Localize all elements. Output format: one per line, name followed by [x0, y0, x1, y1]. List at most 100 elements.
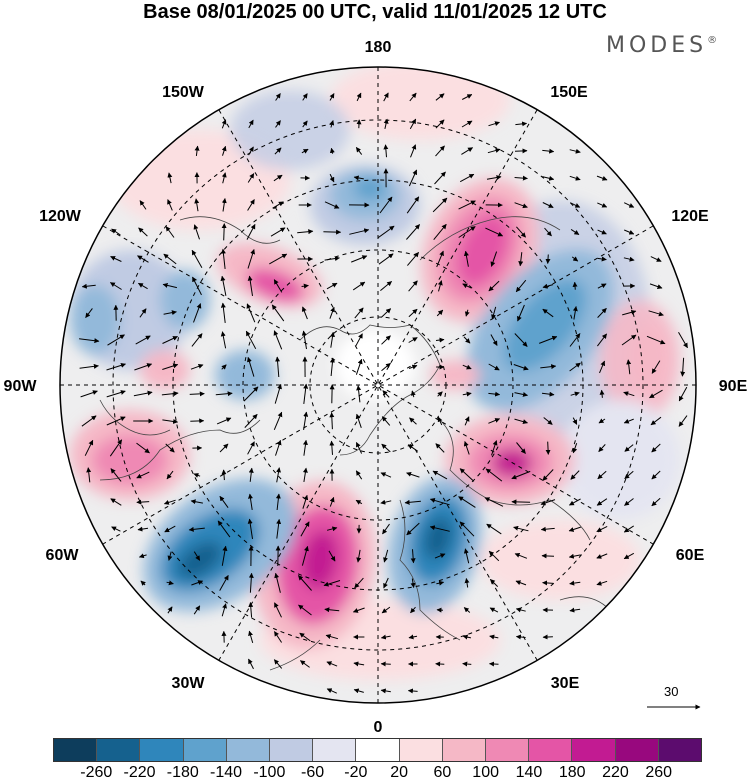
wind-vector — [462, 661, 472, 667]
wind-vector — [354, 577, 364, 589]
wind-vector — [598, 444, 606, 452]
wind-vector — [273, 174, 283, 182]
wind-vector — [380, 499, 392, 505]
wind-vector — [138, 227, 148, 237]
wind-vector — [678, 415, 688, 427]
wind-vector — [408, 364, 418, 370]
wind-vector — [543, 417, 553, 425]
wind-vector — [221, 145, 227, 156]
wind-vector — [380, 472, 392, 478]
wind-vector — [301, 306, 308, 320]
lon-label-30w: 30W — [172, 675, 206, 692]
wind-vector — [137, 255, 149, 263]
wind-vector — [355, 333, 363, 347]
wind-vector — [572, 417, 578, 425]
wind-vector — [248, 658, 254, 670]
wind-vector — [623, 256, 635, 262]
wind-vector — [162, 282, 178, 289]
wind-vector — [221, 603, 227, 617]
wind-vector — [220, 331, 227, 349]
wind-vector — [623, 391, 635, 397]
map-title: Base 08/01/2025 00 UTC, valid 11/01/2025… — [143, 1, 607, 23]
colorbar-swatch — [529, 739, 573, 761]
wind-vector — [621, 334, 637, 346]
wind-vector — [329, 412, 335, 430]
wind-vector — [678, 332, 688, 349]
lon-label-150w: 150W — [162, 84, 205, 101]
wind-vector — [193, 473, 201, 478]
wind-vector — [323, 580, 341, 587]
wind-vector — [461, 94, 473, 100]
wind-vector — [356, 385, 362, 403]
colorbar-tick-label: -60 — [301, 764, 325, 781]
wind-vector — [626, 359, 632, 375]
wind-vector — [273, 659, 283, 669]
wind-vector — [269, 253, 288, 265]
wind-vector — [79, 363, 99, 369]
wind-vector — [86, 467, 92, 483]
wind-vector — [429, 498, 450, 506]
wind-vector — [300, 521, 310, 537]
wind-vector — [165, 226, 175, 238]
wind-vector — [461, 120, 473, 128]
lon-label-90w: 90W — [4, 378, 38, 395]
wind-vector — [463, 607, 471, 613]
wind-vector — [514, 175, 528, 181]
wind-vector — [80, 390, 98, 398]
wind-vector — [276, 518, 282, 539]
colorbar-tick-label: -20 — [344, 764, 368, 781]
wind-vector — [109, 439, 123, 457]
wind-vector — [407, 252, 419, 266]
colorbar-tick-label: -180 — [166, 764, 199, 781]
wind-vector — [192, 276, 202, 296]
lon-label-60w: 60W — [46, 547, 80, 564]
wind-vector — [378, 253, 394, 265]
wind-vector — [623, 552, 635, 560]
wind-vector — [349, 228, 370, 235]
wind-vector — [572, 306, 578, 320]
wind-vector — [463, 441, 470, 455]
wind-vector — [434, 553, 446, 559]
wind-vector — [326, 526, 338, 532]
wind-vector — [219, 495, 229, 508]
wind-vector — [463, 250, 469, 267]
wind-vector — [569, 175, 581, 181]
wind-vector — [85, 308, 93, 319]
wind-vector — [461, 147, 474, 155]
wind-vector — [162, 363, 179, 370]
wind-vector — [514, 148, 528, 154]
wind-vector — [248, 572, 254, 593]
wind-vector — [650, 256, 662, 262]
colorbar-swatch — [399, 739, 443, 761]
wind-vector — [355, 470, 363, 480]
wind-vector — [247, 356, 255, 377]
colorbar-swatch — [140, 739, 184, 761]
wind-vector — [380, 308, 392, 318]
wind-vector — [464, 309, 470, 317]
wind-vector — [624, 470, 634, 480]
wind-vector — [248, 493, 253, 510]
wind-vector — [622, 309, 637, 316]
wind-vector — [650, 416, 662, 426]
wind-vector — [274, 572, 281, 593]
wind-vector — [329, 496, 335, 507]
colorbar-tick-label: 260 — [645, 764, 673, 781]
colorbar-tick-label: 20 — [390, 764, 409, 781]
wind-vector — [107, 334, 125, 346]
wind-vector — [408, 169, 418, 187]
wind-vector — [409, 118, 417, 130]
wind-vector — [355, 358, 363, 375]
wind-vector — [302, 494, 309, 509]
wind-vector — [191, 249, 203, 268]
wind-vector — [380, 634, 391, 640]
wind-vector — [328, 550, 336, 562]
wind-vector — [409, 92, 417, 102]
wind-vector — [599, 360, 606, 374]
wind-vector — [301, 330, 307, 350]
wind-vector — [489, 579, 499, 587]
wind-vector — [540, 499, 556, 506]
wind-vector — [649, 389, 663, 399]
colorbar — [53, 738, 702, 762]
wind-vector — [221, 119, 227, 129]
wind-vector — [276, 467, 281, 483]
